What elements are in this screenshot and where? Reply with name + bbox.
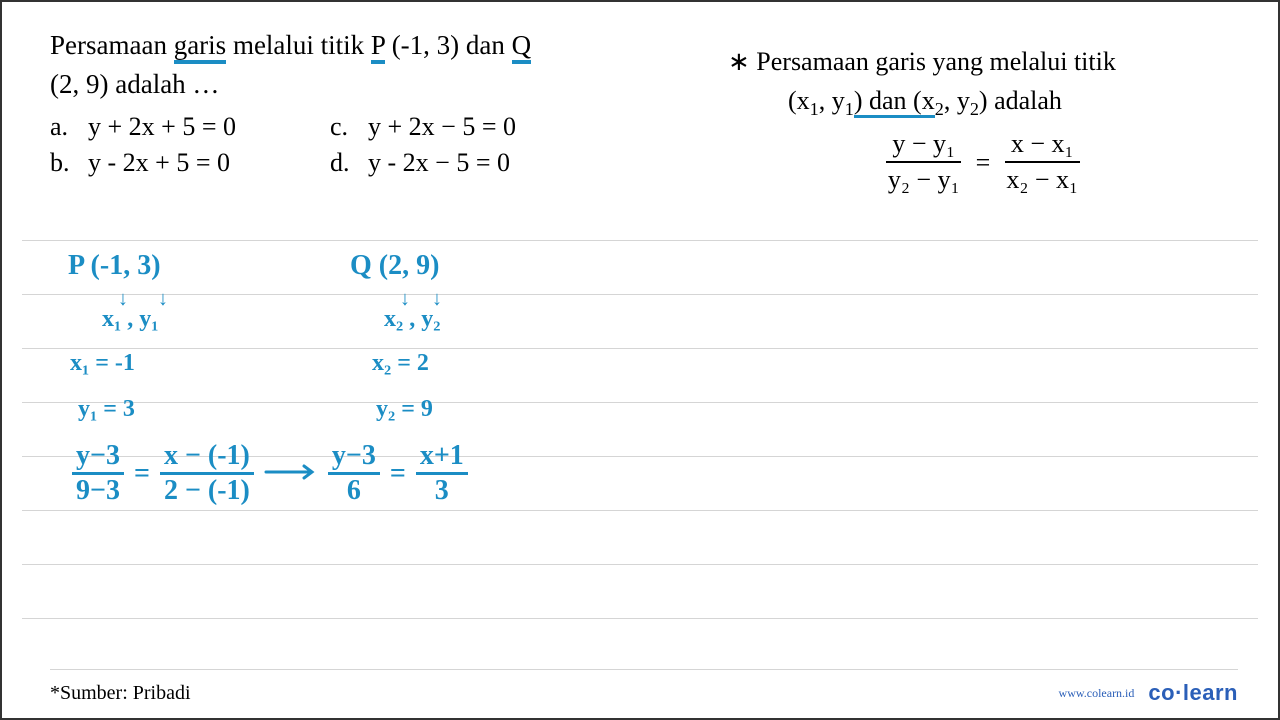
h-e1-f2d: 2 − (-1) [160, 475, 254, 505]
brand-url: www.colearn.id [1059, 686, 1135, 701]
option-a-text: y + 2x + 5 = 0 [88, 112, 236, 142]
option-b-letter: b. [50, 148, 74, 178]
hand-x2y2: x₂ , y₂ [384, 306, 440, 333]
f-l2-s2: 1 [845, 99, 854, 119]
f-fl-den: y₂ − y₁ [882, 163, 966, 195]
brand-logo: co·learn [1148, 680, 1238, 706]
option-d-text: y - 2x − 5 = 0 [368, 148, 510, 178]
hand-eq2-f1: y−3 6 [328, 442, 380, 505]
footer: *Sumber: Pribadi www.colearn.id co·learn [50, 669, 1238, 706]
q-prefix: Persamaan [50, 30, 174, 60]
f-fr-den: x₂ − x₁ [1000, 163, 1084, 195]
f-l2-m3: , y [944, 86, 970, 115]
ruled-line [22, 618, 1258, 619]
ruled-line [22, 402, 1258, 403]
hand-eq-row: y−3 9−3 = x − (-1) 2 − (-1) y−3 6 = x+1 … [72, 440, 468, 505]
hand-y2-eq: y₂ = 9 [376, 396, 433, 423]
q-mid2: dan [466, 30, 512, 60]
f-l2-m2: ) dan (x [854, 86, 935, 115]
h-e2-f1n: y−3 [328, 442, 380, 475]
hand-p: P (-1, 3) [68, 250, 161, 282]
option-d-letter: d. [330, 148, 354, 178]
brand: www.colearn.id co·learn [1059, 680, 1238, 706]
hand-eq2-f2: x+1 3 [416, 442, 468, 505]
h-e1-f1d: 9−3 [72, 475, 124, 505]
formula-equation: y − y₁ y₂ − y₁ = x − x₁ x₂ − x₁ [728, 129, 1238, 195]
h-e2-eq: = [390, 458, 406, 490]
arrow-right-icon [264, 458, 318, 490]
hand-eq1-f1: y−3 9−3 [72, 442, 124, 505]
ruled-line [22, 348, 1258, 349]
q-q: Q [512, 30, 532, 64]
question-line2: (2, 9) adalah … [50, 65, 660, 104]
ruled-line [22, 294, 1258, 295]
option-c-letter: c. [330, 112, 354, 142]
ruled-line [22, 510, 1258, 511]
h-e2-f2n: x+1 [416, 442, 468, 475]
q-p: P [371, 30, 385, 64]
formula-line2: (x1, y1) dan (x2, y2) adalah [728, 81, 1238, 123]
hand-q: Q (2, 9) [350, 250, 439, 282]
f-l2-s4: 2 [970, 99, 979, 119]
question-block: Persamaan garis melalui titik P (-1, 3) … [50, 26, 660, 178]
source-text: *Sumber: Pribadi [50, 682, 191, 705]
f-fl-num: y − y₁ [886, 129, 961, 163]
hand-x1y1: x₁ , y₁ [102, 306, 158, 333]
option-c-text: y + 2x − 5 = 0 [368, 112, 516, 142]
q-coords-p: (-1, 3) [385, 30, 466, 60]
question-line1: Persamaan garis melalui titik P (-1, 3) … [50, 26, 660, 65]
f-l2-s3: 2 [935, 99, 944, 119]
h-e1-f2n: x − (-1) [160, 442, 254, 475]
f-eq: = [976, 143, 991, 182]
h-e2-f1d: 6 [343, 475, 365, 505]
down-arrow-icon: ↓ [158, 288, 168, 311]
q-mid1: melalui titik [226, 30, 371, 60]
hand-x2-eq: x₂ = 2 [372, 350, 429, 377]
ruled-line [22, 564, 1258, 565]
ruled-line [22, 240, 1258, 241]
option-a: a. y + 2x + 5 = 0 [50, 112, 310, 142]
h-e2-f2d: 3 [431, 475, 453, 505]
option-d: d. y - 2x − 5 = 0 [330, 148, 590, 178]
option-b: b. y - 2x + 5 = 0 [50, 148, 310, 178]
f-l2-pre: (x [788, 86, 810, 115]
formula-line1: ∗ Persamaan garis yang melalui titik [728, 42, 1238, 81]
h-e1-f1n: y−3 [72, 442, 124, 475]
hand-x1-eq: x₁ = -1 [70, 350, 135, 377]
f-l2-m1: , y [819, 86, 845, 115]
formula-frac-right: x − x₁ x₂ − x₁ [1000, 129, 1084, 195]
f-fr-num: x − x₁ [1005, 129, 1080, 163]
formula-frac-left: y − y₁ y₂ − y₁ [882, 129, 966, 195]
q-garis: garis [174, 30, 226, 64]
f-l2-post: ) adalah [979, 86, 1062, 115]
hand-eq1-f2: x − (-1) 2 − (-1) [160, 442, 254, 505]
f-l2-s1: 1 [810, 99, 819, 119]
h-e1-eq: = [134, 458, 150, 490]
hand-y1-eq: y₁ = 3 [78, 396, 135, 423]
option-c: c. y + 2x − 5 = 0 [330, 112, 590, 142]
option-b-text: y - 2x + 5 = 0 [88, 148, 230, 178]
formula-block: ∗ Persamaan garis yang melalui titik (x1… [728, 42, 1238, 195]
options-grid: a. y + 2x + 5 = 0 c. y + 2x − 5 = 0 b. y… [50, 112, 660, 178]
option-a-letter: a. [50, 112, 74, 142]
